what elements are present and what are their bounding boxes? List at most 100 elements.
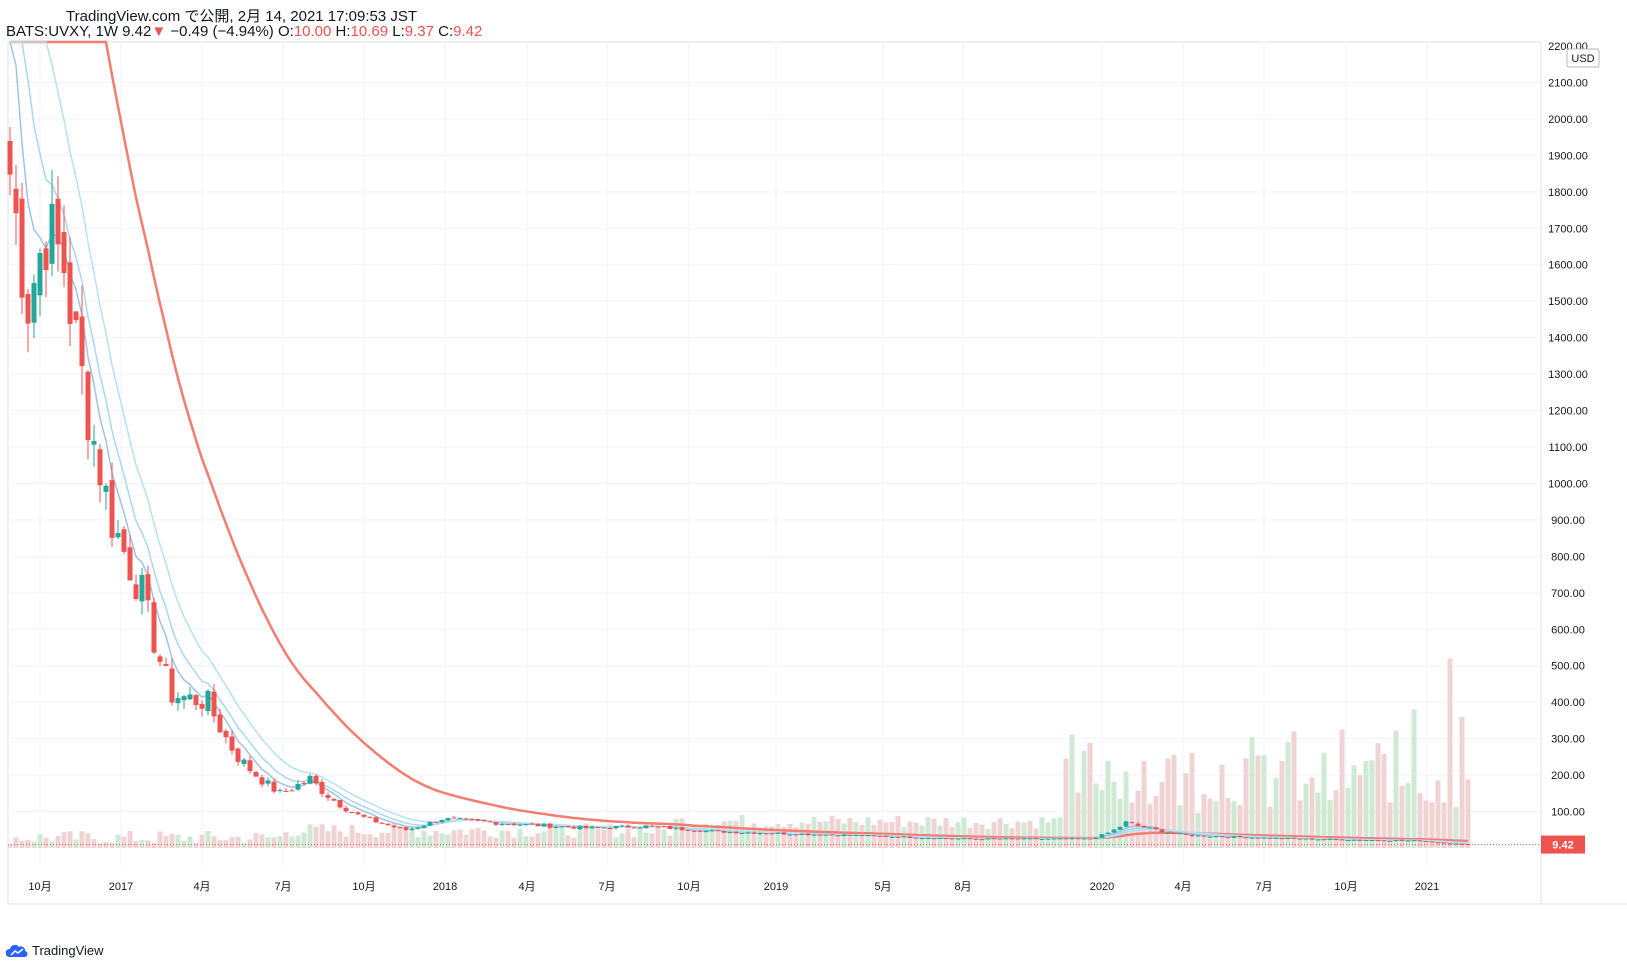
candle-body (1417, 840, 1423, 842)
volume-bar (73, 839, 79, 848)
volume-bar (1105, 760, 1111, 848)
volume-bar (475, 828, 481, 848)
candle-body (937, 837, 943, 839)
candle-body (685, 829, 691, 831)
candle-body (403, 827, 409, 830)
time-tick-label: 2021 (1415, 881, 1439, 893)
volume-bar (67, 831, 73, 848)
volume-bar (289, 836, 295, 848)
time-tick-label: 10月 (677, 881, 700, 893)
volume-bar (1183, 773, 1189, 848)
price-tick-label: 1400.00 (1548, 333, 1588, 345)
tradingview-logo[interactable]: TradingView (6, 943, 104, 958)
volume-bar (409, 829, 415, 848)
volume-bar (337, 831, 343, 848)
ma-fast-line (9, 41, 1469, 845)
candle-body (655, 826, 661, 828)
candle-body (79, 316, 85, 367)
volume-bar (1237, 804, 1243, 848)
candle-body (577, 826, 583, 830)
volume-bar (313, 826, 319, 848)
volume-bar (1081, 751, 1087, 848)
price-tick-label: 1100.00 (1549, 442, 1588, 454)
candle-body (49, 203, 55, 264)
candle-body (217, 714, 223, 733)
candle-body (1027, 838, 1033, 840)
candle-body (793, 834, 799, 836)
candle-body (259, 777, 265, 785)
volume-bar (583, 823, 589, 848)
candle-body (343, 807, 349, 812)
candle-body (769, 833, 775, 835)
time-tick-label: 8月 (954, 881, 971, 893)
volume-bar (745, 827, 751, 848)
candle-body (1123, 821, 1129, 827)
candle-body (553, 826, 559, 828)
volume-bar (1417, 793, 1423, 848)
volume-bar (223, 840, 229, 848)
volume-bar (1171, 754, 1177, 848)
candle-body (1183, 833, 1189, 835)
time-tick-label: 7月 (1255, 881, 1272, 893)
time-axis[interactable]: 10月 2017 4月 7月 10月 2018 4月 7月 10月 2019 5月 8月 2020 4月 7… (28, 881, 1439, 893)
candle-body (175, 698, 181, 704)
volume-bar (379, 832, 385, 848)
candle-body (733, 831, 739, 834)
candle-body (595, 826, 601, 828)
volume-bar (757, 827, 763, 848)
candle-body (1249, 837, 1255, 839)
volume-bar (235, 836, 241, 848)
candle-body (1465, 843, 1471, 845)
volume-bar (1327, 800, 1333, 848)
candle-body (727, 831, 733, 834)
candle-body (943, 838, 949, 840)
last-price: 9.42 (122, 23, 152, 40)
volume-bar (1027, 820, 1033, 848)
candle-body (415, 827, 421, 829)
overlays: USD 9.42 (8, 48, 1600, 854)
candle-body (1375, 840, 1381, 842)
candle-body (481, 820, 487, 822)
volume-bar (679, 818, 685, 848)
volume-bar (703, 823, 709, 848)
volume-bar (367, 834, 373, 848)
candle-body (193, 695, 199, 705)
volume-bar (673, 818, 679, 848)
candle-body (1315, 839, 1321, 841)
candle-body (1111, 829, 1117, 833)
volume-bar (349, 824, 355, 848)
candle-body (445, 818, 451, 821)
candle-body (271, 781, 277, 792)
volume-bar (217, 840, 223, 848)
candle-body (331, 798, 337, 801)
candle-body (307, 775, 313, 784)
candle-body (169, 668, 175, 703)
volume-bar (325, 831, 331, 848)
volume-bar (799, 822, 805, 848)
candle-body (31, 283, 37, 323)
volume-bar (727, 820, 733, 848)
candle-body (1003, 838, 1009, 840)
volume-bar (955, 822, 961, 848)
candle-body (613, 826, 619, 829)
candle-body (1147, 827, 1153, 829)
volume-bar (13, 837, 19, 848)
volume-bar (721, 821, 727, 848)
price-tick-label: 1900.00 (1548, 150, 1588, 162)
volume-bar (1393, 730, 1399, 848)
price-tick-label: 1300.00 (1548, 369, 1588, 381)
volume-bar (181, 841, 187, 848)
candle-body (469, 818, 475, 820)
volume-bar (733, 820, 739, 848)
candle-body (871, 835, 877, 837)
currency-badge (1566, 48, 1600, 68)
volume-bar (895, 816, 901, 848)
price-axis[interactable]: 2200.002100.002000.001900.001800.001700.… (1548, 41, 1588, 819)
volume-bar (1447, 658, 1453, 848)
candle-body (955, 838, 961, 840)
volume-bar (1411, 709, 1417, 848)
ma-mid-line (10, 41, 1469, 845)
candle-body (925, 838, 931, 840)
volume-bar (589, 825, 595, 848)
